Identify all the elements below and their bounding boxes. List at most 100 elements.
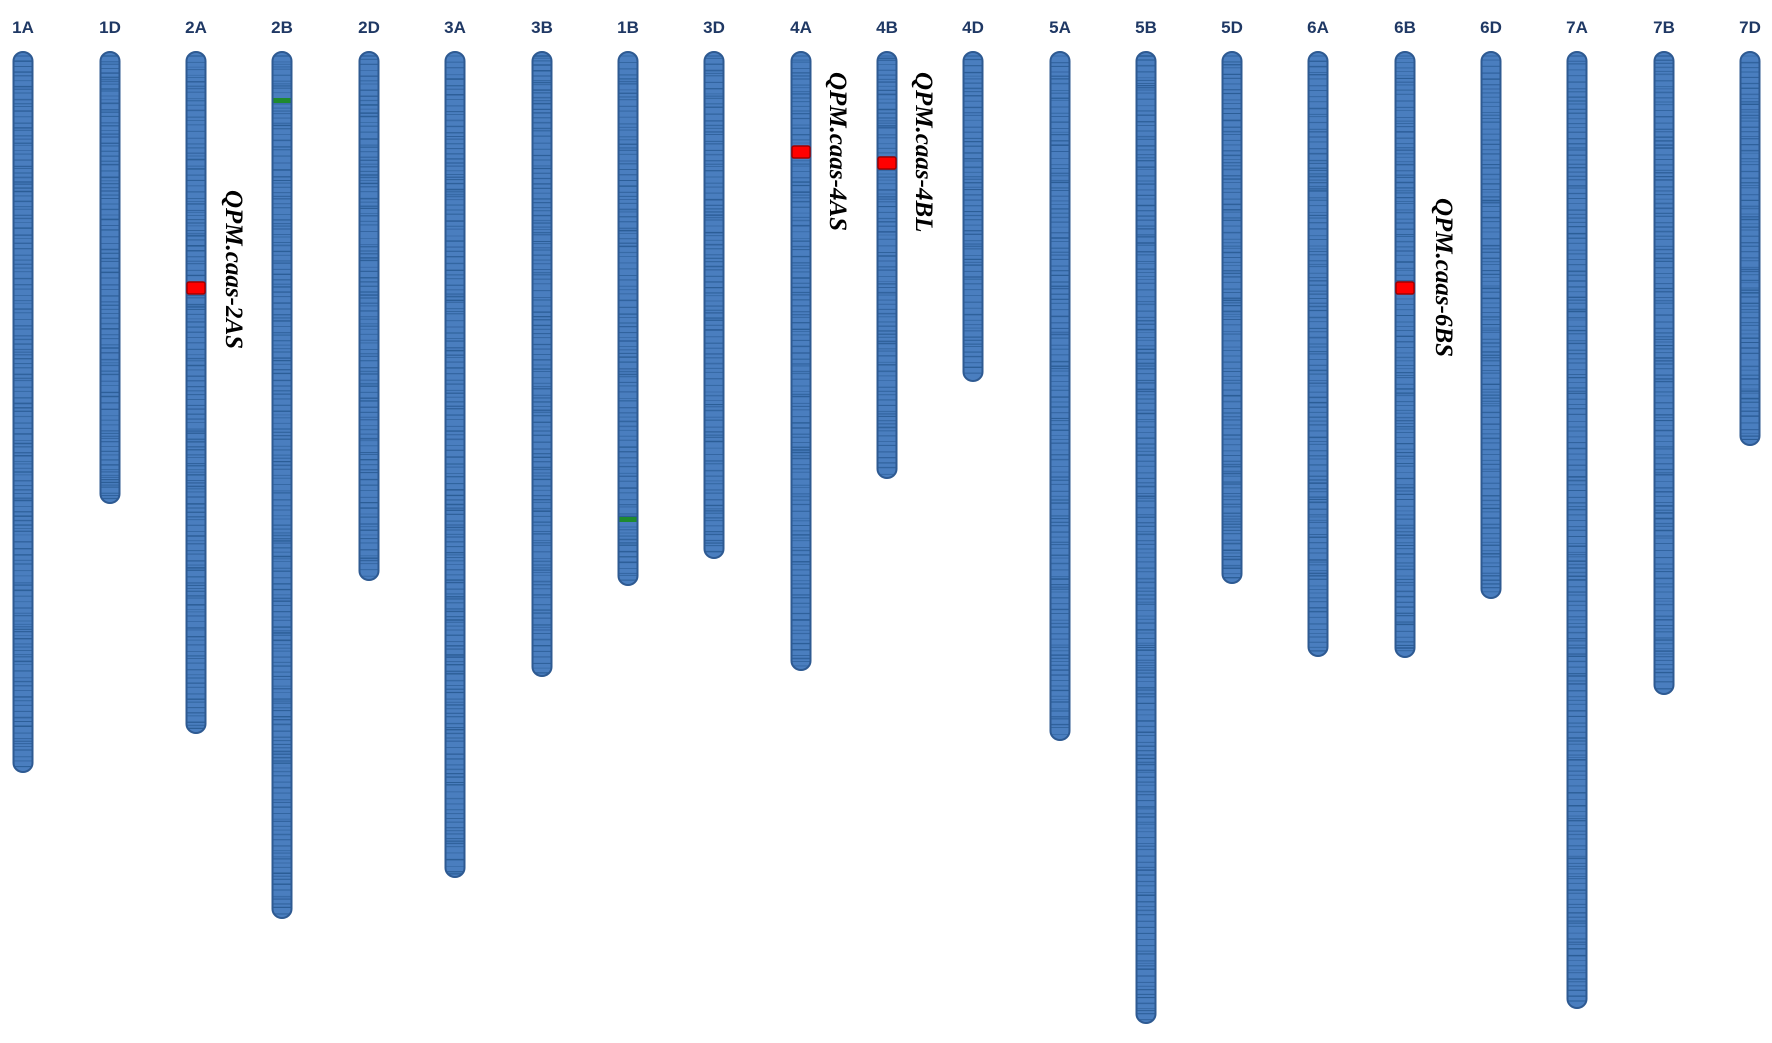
chromosome-outline bbox=[1135, 51, 1157, 1024]
qtl-label: QPM.caas-4BL bbox=[910, 72, 937, 232]
chromosome-outline bbox=[1566, 51, 1588, 1009]
qtl-4b: QPM.caas-4BL bbox=[877, 72, 937, 232]
chromosome-body bbox=[1050, 52, 1070, 740]
chromosome-body bbox=[1654, 52, 1674, 694]
chromosome-label: 4B bbox=[876, 18, 898, 37]
chromosome-label: 1B bbox=[617, 18, 639, 37]
marker-bands bbox=[13, 55, 33, 768]
chromosome-body bbox=[963, 52, 983, 381]
chromosome-label: 6B bbox=[1394, 18, 1416, 37]
chromosome-label: 4A bbox=[790, 18, 812, 37]
chromosome-label: 7A bbox=[1566, 18, 1588, 37]
qtl-label: QPM.caas-2AS bbox=[220, 190, 247, 349]
chromosome-outline bbox=[1739, 51, 1761, 446]
green-marker bbox=[273, 98, 291, 103]
chromosome-outline bbox=[1480, 51, 1502, 599]
chromosome-3a: 3A bbox=[444, 18, 466, 878]
marker-bands bbox=[186, 55, 206, 729]
chromosome-label: 2D bbox=[358, 18, 380, 37]
chromosome-label: 7D bbox=[1739, 18, 1761, 37]
chromosome-body bbox=[1136, 52, 1156, 1023]
chromosome-label: 2A bbox=[185, 18, 207, 37]
chromosome-5d: 5D bbox=[1221, 18, 1243, 584]
chromosome-7d: 7D bbox=[1739, 18, 1761, 446]
marker-bands bbox=[100, 55, 120, 500]
chromosome-label: 6A bbox=[1307, 18, 1329, 37]
marker-bands bbox=[1567, 55, 1587, 1002]
chromosome-body bbox=[791, 52, 811, 670]
chromosome-body bbox=[1222, 52, 1242, 583]
chromosome-6a: 6A bbox=[1307, 18, 1329, 657]
marker-bands bbox=[359, 55, 379, 577]
marker-bands bbox=[877, 55, 897, 476]
chromosome-4b: 4B bbox=[876, 18, 898, 479]
chromosome-label: 5A bbox=[1049, 18, 1071, 37]
chromosome-outline bbox=[876, 51, 898, 479]
qtl-marker bbox=[877, 156, 897, 170]
marker-bands bbox=[1222, 55, 1242, 579]
chromosome-6b: 6B bbox=[1394, 18, 1416, 658]
chromosome-outline bbox=[703, 51, 725, 559]
chromosome-label: 4D bbox=[962, 18, 984, 37]
chromosome-label: 3B bbox=[531, 18, 553, 37]
chromosome-1a: 1A bbox=[12, 18, 34, 773]
chromosome-label: 5D bbox=[1221, 18, 1243, 37]
chromosome-6d: 6D bbox=[1480, 18, 1502, 599]
chromosome-7b: 7B bbox=[1653, 18, 1675, 695]
chromosome-outline bbox=[99, 51, 121, 504]
chromosome-outline bbox=[617, 51, 639, 586]
marker-bands bbox=[1050, 55, 1070, 735]
qtl-label: QPM.caas-6BS bbox=[1430, 198, 1457, 357]
chromosome-outline bbox=[1394, 51, 1416, 658]
green-marker bbox=[619, 517, 637, 522]
qtl-marker bbox=[186, 281, 206, 295]
marker-bands bbox=[791, 55, 811, 667]
chromosome-label: 1A bbox=[12, 18, 34, 37]
chromosome-outline bbox=[790, 51, 812, 671]
chromosome-outline bbox=[1307, 51, 1329, 657]
chromosome-outline bbox=[185, 51, 207, 734]
marker-bands bbox=[1136, 55, 1156, 1021]
chromosome-label: 1D bbox=[99, 18, 121, 37]
qtl-6b: QPM.caas-6BS bbox=[1395, 198, 1457, 357]
chromosome-1b: 1B bbox=[617, 18, 639, 586]
chromosome-label: 2B bbox=[271, 18, 293, 37]
qtl-marker bbox=[791, 145, 811, 159]
chromosome-7a: 7A bbox=[1566, 18, 1588, 1009]
chromosome-3d: 3D bbox=[703, 18, 725, 559]
qtl-label: QPM.caas-4AS bbox=[824, 72, 851, 231]
chromosome-label: 7B bbox=[1653, 18, 1675, 37]
qtl-layer: QPM.caas-2AS QPM.caas-4AS QPM.caas-4BL QPM.… bbox=[186, 72, 1457, 357]
chromosome-body bbox=[359, 52, 379, 580]
qtl-2a: QPM.caas-2AS bbox=[186, 190, 247, 349]
chromosome-body bbox=[1481, 52, 1501, 598]
chromosome-4a: 4A bbox=[790, 18, 812, 671]
chromosome-outline bbox=[444, 51, 466, 878]
chromosome-2b: 2B bbox=[271, 18, 293, 919]
chromosome-label: 5B bbox=[1135, 18, 1157, 37]
marker-bands bbox=[704, 55, 724, 553]
chromosome-5a: 5A bbox=[1049, 18, 1071, 741]
chromosome-1d: 1D bbox=[99, 18, 121, 504]
chromosome-label: 6D bbox=[1480, 18, 1502, 37]
marker-bands bbox=[1481, 55, 1501, 593]
chromosome-outline bbox=[358, 51, 380, 581]
chromosome-outline bbox=[271, 51, 293, 919]
chromosome-4d: 4D bbox=[962, 18, 984, 382]
chromosome-5b: 5B bbox=[1135, 18, 1157, 1024]
marker-bands bbox=[532, 55, 552, 674]
chromosome-3b: 3B bbox=[531, 18, 553, 677]
chromosome-label: 3D bbox=[703, 18, 725, 37]
chromosome-outline bbox=[1049, 51, 1071, 741]
chromosome-outline bbox=[1653, 51, 1675, 695]
chromosome-outline bbox=[12, 51, 34, 773]
chromosome-outline bbox=[962, 51, 984, 382]
chromosome-outline bbox=[531, 51, 553, 677]
chromosome-2d: 2D bbox=[358, 18, 380, 581]
qtl-marker bbox=[1395, 281, 1415, 295]
chromosome-body bbox=[532, 52, 552, 676]
marker-bands bbox=[1308, 55, 1328, 652]
marker-bands bbox=[1654, 55, 1674, 690]
marker-bands bbox=[1740, 55, 1760, 440]
